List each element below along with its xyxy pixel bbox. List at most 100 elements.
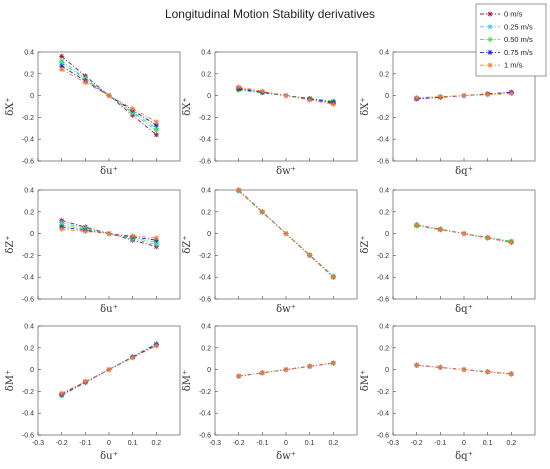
x-tick-label: 0 xyxy=(284,440,288,447)
legend-marker xyxy=(487,11,493,17)
y-tick-label: 0.4 xyxy=(379,324,389,331)
data-point xyxy=(106,367,112,373)
data-point xyxy=(485,235,491,241)
y-tick-label: 0.2 xyxy=(24,345,34,352)
y-tick-label: 0.2 xyxy=(379,209,389,216)
y-tick-label: -0.6 xyxy=(199,433,211,440)
axes-box xyxy=(37,51,181,162)
y-tick-label: -0.4 xyxy=(377,275,389,282)
data-point xyxy=(130,106,136,112)
subplot-8: -0.6 -0.4 -0.2 0 0.2 0.4 -0.3 -0.2 -0.1 0 0.1 0.2 δw… xyxy=(182,324,358,462)
axes-box xyxy=(214,51,358,162)
y-tick-label: 0 xyxy=(207,367,211,374)
legend-label: 0 m/s xyxy=(504,10,523,19)
data-point xyxy=(330,360,336,366)
y-axis-label: δX⁺ xyxy=(360,97,371,115)
x-tick-label: -0.3 xyxy=(32,440,44,447)
data-point xyxy=(130,233,136,239)
x-tick-label: -0.3 xyxy=(209,440,221,447)
y-tick-label: -0.6 xyxy=(377,433,389,440)
data-point xyxy=(485,91,491,98)
y-axis-label: δM⁺ xyxy=(182,370,193,392)
y-tick-label: -0.4 xyxy=(22,275,34,282)
y-tick-label: 0 xyxy=(385,367,389,374)
y-tick-label: -0.6 xyxy=(22,297,34,304)
subplot-6: -0.6 -0.4 -0.2 0 0.2 0.4 δq⁺ δZ⁺ xyxy=(360,188,536,315)
y-tick-label: -0.4 xyxy=(22,411,34,418)
y-tick-label: -0.2 xyxy=(199,389,211,396)
y-tick-label: 0.2 xyxy=(201,71,211,78)
x-tick-label: 0 xyxy=(462,440,466,447)
x-axis-label: δq⁺ xyxy=(455,304,473,315)
data-point xyxy=(82,228,88,235)
data-point xyxy=(236,187,242,193)
x-tick-label: -0.3 xyxy=(387,440,399,447)
x-axis-label: δu⁺ xyxy=(100,304,118,315)
subplot-grid: -0.6 -0.4 -0.2 0 0.2 0.4 δu⁺ δX⁺ -0.6 -0.4 -0.2 0 0.… xyxy=(5,50,536,462)
x-axis-label: δw⁺ xyxy=(276,304,296,315)
legend-label: 0.25 m/s xyxy=(504,22,533,31)
y-tick-label: -0.4 xyxy=(377,411,389,418)
x-tick-label: -0.2 xyxy=(411,440,423,447)
data-point xyxy=(236,84,242,90)
data-point xyxy=(59,66,65,73)
y-tick-label: 0.4 xyxy=(24,188,34,195)
data-point xyxy=(106,92,112,99)
x-axis-label: δq⁺ xyxy=(455,166,473,177)
x-tick-label: -0.1 xyxy=(434,440,446,447)
y-tick-label: 0.4 xyxy=(24,50,34,57)
y-tick-label: -0.2 xyxy=(22,253,34,260)
subplot-4: -0.6 -0.4 -0.2 0 0.2 0.4 δu⁺ δZ⁺ xyxy=(5,188,181,315)
y-tick-label: -0.2 xyxy=(199,115,211,122)
legend-item: 0.75 m/s xyxy=(480,48,533,57)
subplot-9: -0.6 -0.4 -0.2 0 0.2 0.4 -0.3 -0.2 -0.1 0 0.1 0.2 δq… xyxy=(360,324,536,462)
y-tick-label: -0.6 xyxy=(22,433,34,440)
data-point xyxy=(485,369,491,375)
data-point xyxy=(508,371,514,377)
y-tick-label: -0.4 xyxy=(199,411,211,418)
data-point xyxy=(307,97,313,103)
y-tick-label: -0.4 xyxy=(22,137,34,144)
y-tick-label: 0.4 xyxy=(201,50,211,57)
legend-item: 0.50 m/s xyxy=(480,35,533,44)
data-point xyxy=(508,239,514,245)
y-axis-label: δX⁺ xyxy=(182,97,193,115)
data-point xyxy=(259,209,265,215)
data-point xyxy=(437,364,443,371)
data-point xyxy=(414,362,420,368)
y-tick-label: 0 xyxy=(30,93,34,100)
legend-item: 0 m/s xyxy=(480,10,523,19)
y-axis-label: δM⁺ xyxy=(5,370,16,392)
y-tick-label: 0.2 xyxy=(24,71,34,78)
legend-box xyxy=(475,3,547,77)
y-tick-label: -0.2 xyxy=(22,115,34,122)
legend-label: 1 m/s xyxy=(504,61,523,70)
y-tick-label: -0.2 xyxy=(22,389,34,396)
y-tick-label: -0.4 xyxy=(377,137,389,144)
axes-box xyxy=(392,325,536,436)
y-tick-label: 0 xyxy=(207,93,211,100)
x-axis-label: δu⁺ xyxy=(100,166,118,177)
data-point xyxy=(59,390,65,397)
data-point xyxy=(106,231,112,237)
y-tick-label: 0.2 xyxy=(201,345,211,352)
y-tick-label: -0.4 xyxy=(199,137,211,144)
y-tick-label: -0.2 xyxy=(199,253,211,260)
y-tick-label: -0.4 xyxy=(199,275,211,282)
axes-box xyxy=(37,325,181,436)
data-point xyxy=(153,235,159,241)
data-point xyxy=(82,378,88,385)
y-tick-label: 0.4 xyxy=(24,324,34,331)
data-point xyxy=(153,132,159,138)
data-point xyxy=(283,231,289,237)
legend-item: 0.25 m/s xyxy=(480,22,533,31)
y-tick-label: 0.2 xyxy=(379,345,389,352)
y-tick-label: 0.2 xyxy=(24,209,34,216)
figure-title: Longitudinal Motion Stability derivative… xyxy=(165,7,375,21)
y-tick-label: 0 xyxy=(30,231,34,238)
axes-box xyxy=(214,189,358,300)
x-tick-label: 0.1 xyxy=(128,440,138,447)
data-point xyxy=(437,226,443,232)
x-axis-label: δq⁺ xyxy=(455,451,473,462)
